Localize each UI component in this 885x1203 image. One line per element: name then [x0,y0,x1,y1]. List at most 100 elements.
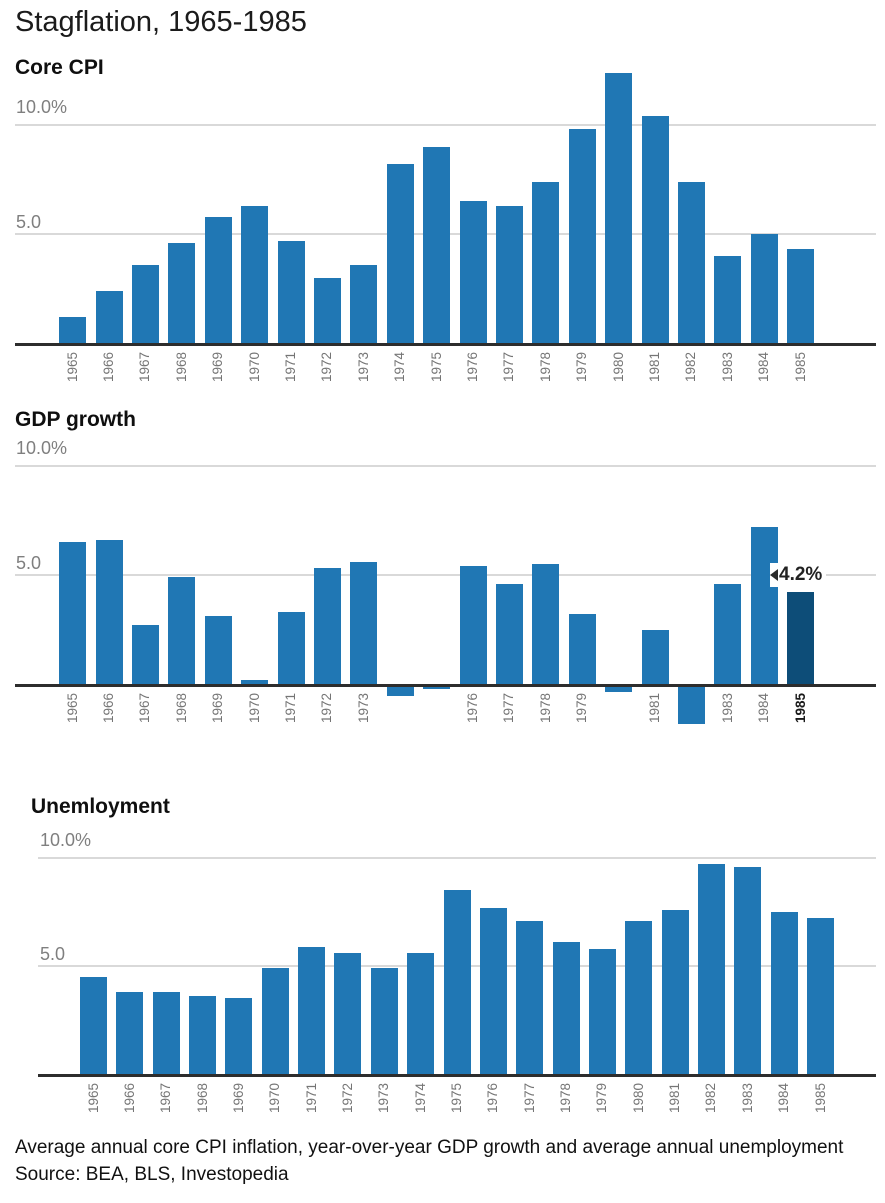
tick-label-1977: 1977 [501,692,516,723]
tick-label-1977: 1977 [522,1082,537,1113]
tick-label-1984: 1984 [756,351,771,382]
tick-label-1969: 1969 [210,692,225,723]
tick-label-1970: 1970 [267,1082,282,1113]
bar-1966 [96,540,123,684]
bar-1966 [96,291,123,343]
bar-1981 [642,116,669,343]
tick-label-1971: 1971 [304,1082,319,1113]
bar-1985 [787,592,814,684]
tick-label-1979: 1979 [594,1082,609,1113]
chart-title-unemployment: Unemloyment [31,795,170,818]
tick-label-1973: 1973 [356,692,371,723]
tick-label-1971: 1971 [283,351,298,382]
tick-label-1979: 1979 [574,351,589,382]
x-axis-line [15,684,876,687]
bar-1978 [532,182,559,343]
callout-arrow-icon [770,569,778,581]
bar-1980 [605,687,632,692]
bar-1979 [589,949,616,1074]
bar-1968 [168,577,195,684]
tick-label-1976: 1976 [465,351,480,382]
x-axis-line [38,1074,876,1077]
tick-label-1966: 1966 [101,351,116,382]
tick-label-1972: 1972 [340,1082,355,1113]
chart-source: Source: BEA, BLS, Investopedia [15,1164,289,1185]
bar-1982 [678,182,705,343]
x-axis-line [15,343,876,346]
bar-1977 [496,206,523,343]
tick-label-1981: 1981 [667,1082,682,1113]
bar-1970 [241,680,268,684]
tick-label-1968: 1968 [195,1082,210,1113]
tick-label-1978: 1978 [538,351,553,382]
tick-label-1981: 1981 [647,692,662,723]
chart-title-gdp-growth: GDP growth [15,408,136,431]
tick-label-1972: 1972 [319,692,334,723]
tick-label-1970: 1970 [247,351,262,382]
tick-label-1966: 1966 [101,692,116,723]
tick-label-1968: 1968 [174,351,189,382]
bar-1979 [569,129,596,343]
bar-1981 [642,630,669,685]
tick-label-1975: 1975 [449,1082,464,1113]
bar-1967 [153,992,180,1074]
bar-1976 [480,908,507,1074]
tick-label-1978: 1978 [558,1082,573,1113]
bar-1973 [350,562,377,684]
bar-1983 [714,256,741,343]
bar-1968 [168,243,195,343]
tick-label-1980: 1980 [611,351,626,382]
gridline-5 [15,574,876,576]
bar-1974 [387,687,414,696]
bar-1973 [371,968,398,1074]
bar-1984 [771,912,798,1074]
bar-1969 [205,217,232,343]
callout-value: 4.2% [779,564,823,585]
bar-1979 [569,614,596,684]
bar-1981 [662,910,689,1074]
tick-label-1972: 1972 [319,351,334,382]
bar-1985 [807,918,834,1074]
bar-1973 [350,265,377,343]
chart-description: Average annual core CPI inflation, year-… [15,1137,844,1158]
bar-1969 [205,616,232,684]
bar-1975 [423,147,450,343]
chart-title-core-cpi: Core CPI [15,56,104,79]
bar-1969 [225,998,252,1074]
tick-label-1976: 1976 [485,1082,500,1113]
bar-1974 [387,164,414,343]
tick-label-1969: 1969 [231,1082,246,1113]
tick-label-1985: 1985 [793,692,808,723]
gridline-10 [38,857,876,859]
tick-label-1983: 1983 [720,692,735,723]
tick-label-1971: 1971 [283,692,298,723]
bar-1974 [407,953,434,1074]
tick-label-1982: 1982 [703,1082,718,1113]
bar-1970 [262,968,289,1074]
bar-1984 [751,234,778,343]
tick-label-1966: 1966 [122,1082,137,1113]
bar-1982 [678,687,705,724]
bar-1972 [334,953,361,1074]
bar-1980 [625,921,652,1074]
tick-label-1977: 1977 [501,351,516,382]
bar-1975 [444,890,471,1074]
bar-1983 [714,584,741,684]
bar-1965 [59,317,86,343]
gridline-10 [15,465,876,467]
tick-label-1985: 1985 [793,351,808,382]
bar-1965 [59,542,86,684]
tick-label-1975: 1975 [429,351,444,382]
tick-label-1983: 1983 [720,351,735,382]
tick-label-1979: 1979 [574,692,589,723]
bar-1967 [132,625,159,684]
tick-label-1965: 1965 [65,692,80,723]
bar-1967 [132,265,159,343]
chart-footer: Average annual core CPI inflation, year-… [15,1134,843,1188]
tick-label-1974: 1974 [392,351,407,382]
tick-label-1967: 1967 [137,351,152,382]
tick-label-1970: 1970 [247,692,262,723]
tick-label-1982: 1982 [683,351,698,382]
bar-1976 [460,201,487,343]
